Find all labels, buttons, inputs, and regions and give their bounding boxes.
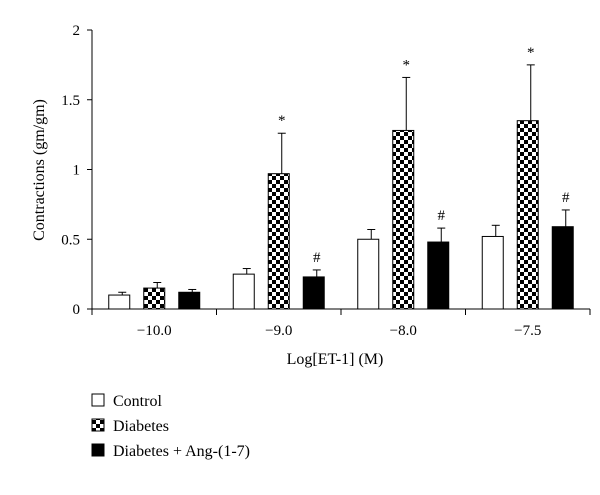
bar-checker: [392, 129, 415, 310]
significance-marker: *: [527, 45, 535, 61]
y-axis-ticks: 0 0.5 1 1.5 2: [61, 23, 92, 318]
error-bars: [118, 64, 570, 296]
y-tick-label: 1.5: [61, 93, 80, 109]
x-tick-label: −7.5: [514, 323, 541, 339]
x-tick-label: −9.0: [265, 323, 292, 339]
y-tick-label: 2: [73, 23, 81, 39]
significance-marker: *: [403, 57, 411, 73]
bar-white: [357, 238, 380, 310]
legend-label: Diabetes: [113, 418, 169, 435]
legend-swatch-checker: [91, 418, 105, 432]
y-tick-label: 1: [73, 163, 81, 179]
significance-markers: * # * # * #: [278, 45, 570, 266]
bar-black: [178, 291, 201, 310]
bar-black: [427, 241, 450, 310]
bar-white: [108, 294, 131, 310]
legend-swatch-white: [91, 393, 105, 407]
y-tick-label: 0.5: [61, 232, 80, 248]
bar-black: [302, 276, 325, 310]
legend: Control Diabetes Diabetes + Ang-(1-7): [91, 393, 250, 460]
legend-swatch-black: [91, 443, 105, 457]
bars: [108, 120, 574, 310]
legend-label: Diabetes + Ang-(1-7): [113, 443, 250, 460]
bar-checker: [516, 120, 539, 310]
bar-black: [551, 226, 574, 310]
x-axis-title: Log[ET-1] (M): [287, 351, 384, 368]
y-tick-label: 0: [73, 302, 81, 318]
significance-marker: #: [313, 250, 321, 266]
bar-checker: [143, 287, 166, 310]
x-tick-label: −8.0: [390, 323, 417, 339]
bar-white: [481, 235, 504, 310]
significance-marker: *: [278, 113, 286, 129]
legend-label: Control: [113, 393, 162, 410]
y-axis-title: Contractions (gm/gm): [31, 99, 48, 241]
bar-checker: [267, 173, 290, 310]
x-axis-ticks: −10.0 −9.0 −8.0 −7.5: [91, 309, 591, 339]
significance-marker: #: [438, 208, 446, 224]
bar-white: [232, 273, 255, 310]
x-tick-label: −10.0: [137, 323, 172, 339]
axes: [91, 30, 590, 310]
significance-marker: #: [562, 190, 570, 206]
